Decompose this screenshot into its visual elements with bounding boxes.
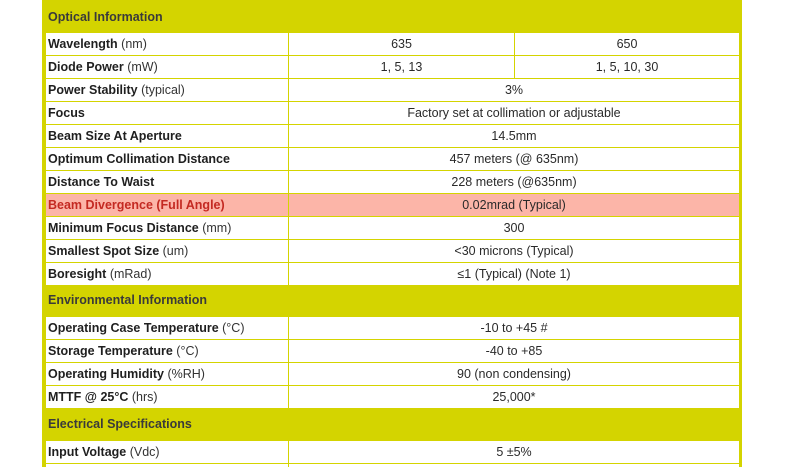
row-value: <30 microns (Typical): [289, 240, 739, 262]
table-row: Storage Temperature (°C) -40 to +85: [42, 340, 742, 362]
table-row: Input Voltage (Vdc) 5 ±5%: [42, 441, 742, 463]
row-value: 90 (non condensing): [289, 363, 739, 385]
table-row-highlighted: Beam Divergence (Full Angle) 0.02mrad (T…: [42, 194, 742, 216]
row-label: Smallest Spot Size (um): [46, 240, 288, 262]
table-row: Wavelength (nm) 635 650: [42, 33, 742, 55]
row-label: Operating Humidity (%RH): [46, 363, 288, 385]
row-value: 228 meters (@635nm): [289, 171, 739, 193]
table-row: Power Stability (typical) 3%: [42, 79, 742, 101]
section-header-electrical: Electrical Specifications: [42, 410, 742, 438]
table-row: Optimum Collimation Distance 457 meters …: [42, 148, 742, 170]
row-value: [289, 464, 739, 470]
table-row-partial: [42, 464, 742, 470]
table-row: Minimum Focus Distance (mm) 300: [42, 217, 742, 239]
table-row: Beam Size At Aperture 14.5mm: [42, 125, 742, 147]
table-row: Smallest Spot Size (um) <30 microns (Typ…: [42, 240, 742, 262]
section-title: Electrical Specifications: [48, 417, 192, 431]
section-header-optical: Optical Information: [42, 3, 742, 31]
row-label: Minimum Focus Distance (mm): [46, 217, 288, 239]
row-label: [46, 464, 288, 470]
table-row: MTTF @ 25°C (hrs) 25,000*: [42, 386, 742, 408]
row-label: Diode Power (mW): [46, 56, 288, 78]
row-label: Beam Size At Aperture: [46, 125, 288, 147]
row-value: 1, 5, 13: [289, 56, 514, 78]
row-label: Distance To Waist: [46, 171, 288, 193]
row-label: Focus: [46, 102, 288, 124]
row-label: Optimum Collimation Distance: [46, 148, 288, 170]
table-row: Operating Humidity (%RH) 90 (non condens…: [42, 363, 742, 385]
row-value: 3%: [289, 79, 739, 101]
table-row: Distance To Waist 228 meters (@635nm): [42, 171, 742, 193]
row-value: 1, 5, 10, 30: [515, 56, 739, 78]
row-value: 0.02mrad (Typical): [289, 194, 739, 216]
row-value: 5 ±5%: [289, 441, 739, 463]
row-label: Wavelength (nm): [46, 33, 288, 55]
row-value: 635: [289, 33, 514, 55]
table-row: Focus Factory set at collimation or adju…: [42, 102, 742, 124]
row-label: Beam Divergence (Full Angle): [46, 194, 288, 216]
section-header-environmental: Environmental Information: [42, 286, 742, 314]
row-value: Factory set at collimation or adjustable: [289, 102, 739, 124]
spec-table: Optical Information Wavelength (nm) 635 …: [42, 0, 742, 470]
table-row: Operating Case Temperature (°C) -10 to +…: [42, 317, 742, 339]
row-value: 25,000*: [289, 386, 739, 408]
table-row: Diode Power (mW) 1, 5, 13 1, 5, 10, 30: [42, 56, 742, 78]
row-label: Input Voltage (Vdc): [46, 441, 288, 463]
row-label: Storage Temperature (°C): [46, 340, 288, 362]
row-value: 650: [515, 33, 739, 55]
section-title: Environmental Information: [48, 293, 208, 307]
row-value: 300: [289, 217, 739, 239]
row-value: -40 to +85: [289, 340, 739, 362]
table-row: Boresight (mRad) ≤1 (Typical) (Note 1): [42, 263, 742, 285]
row-value: ≤1 (Typical) (Note 1): [289, 263, 739, 285]
row-label: MTTF @ 25°C (hrs): [46, 386, 288, 408]
row-value: -10 to +45 #: [289, 317, 739, 339]
row-value: 457 meters (@ 635nm): [289, 148, 739, 170]
row-label: Boresight (mRad): [46, 263, 288, 285]
section-title: Optical Information: [48, 10, 163, 24]
row-label: Operating Case Temperature (°C): [46, 317, 288, 339]
row-value: 14.5mm: [289, 125, 739, 147]
row-label: Power Stability (typical): [46, 79, 288, 101]
